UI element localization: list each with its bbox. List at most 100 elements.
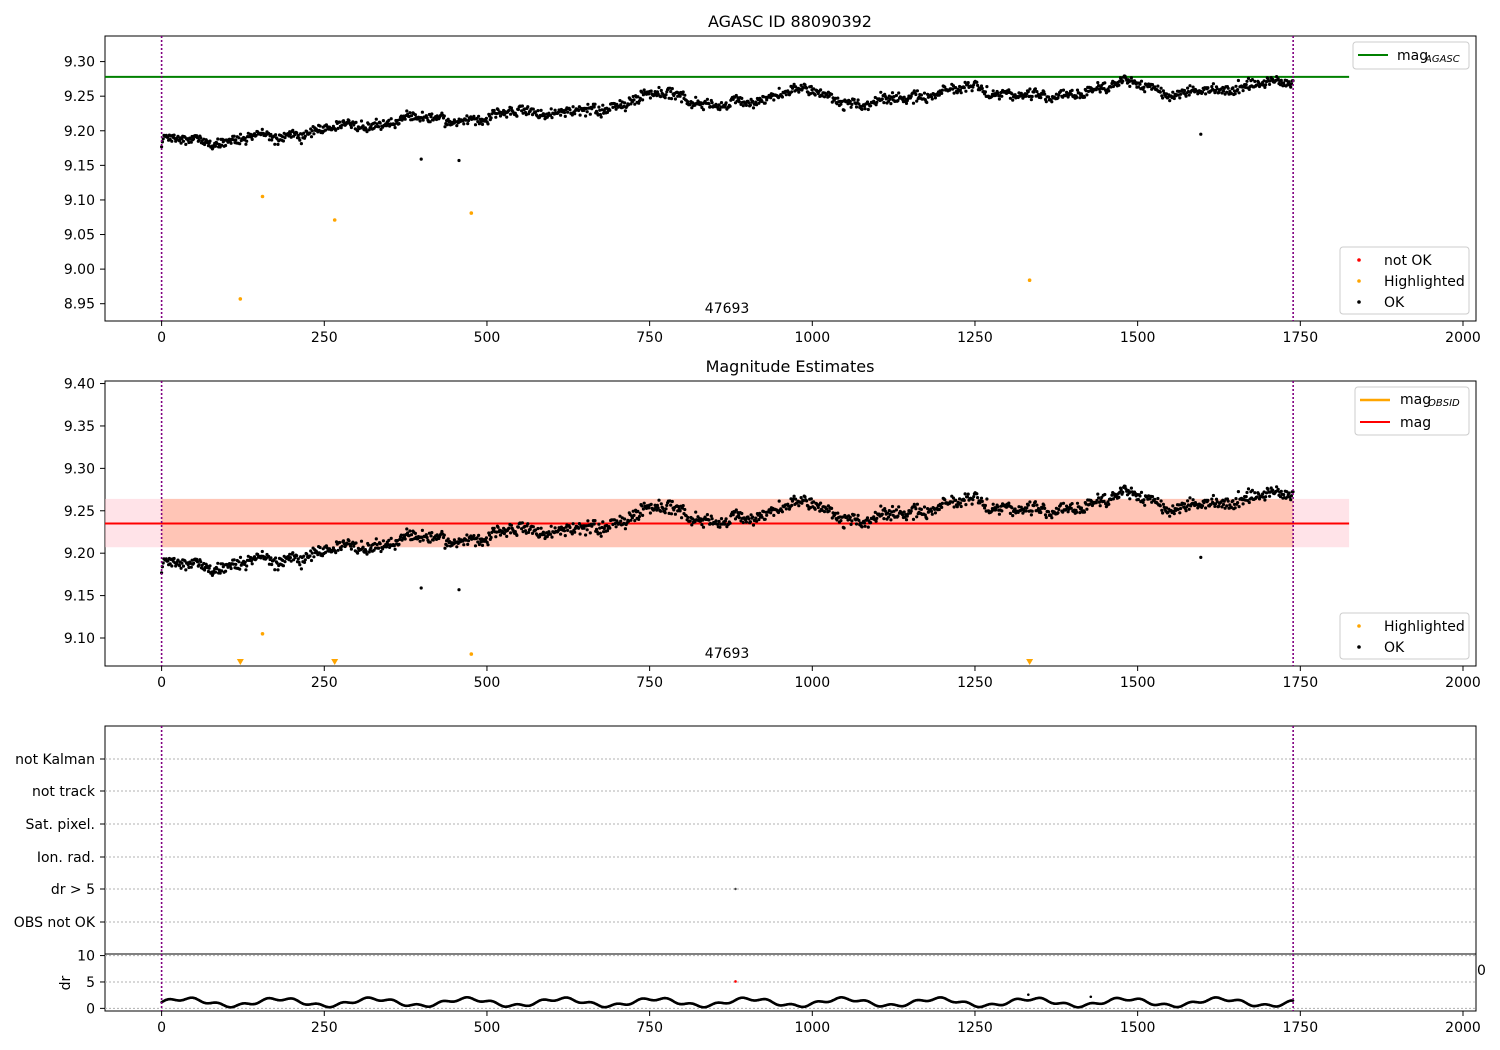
ok-point: [477, 533, 481, 538]
p2-xtick-label: 1750: [1282, 675, 1318, 691]
ok-point: [863, 524, 867, 528]
ok-point: [1159, 86, 1163, 90]
ok-point: [780, 510, 785, 514]
ok-point: [1215, 500, 1219, 504]
ok-point: [393, 547, 397, 551]
ok-point: [244, 568, 248, 572]
ok-point: [852, 513, 856, 517]
ok-point: [303, 134, 307, 138]
ok-point: [1085, 93, 1089, 97]
ok-point: [528, 527, 532, 531]
ok-point: [1121, 490, 1125, 494]
ok-point: [919, 93, 924, 97]
ok-point: [515, 533, 519, 538]
ok-point: [1264, 495, 1268, 499]
ok-point: [1103, 81, 1107, 85]
ok-point: [392, 123, 396, 127]
ok-point: [324, 128, 328, 132]
ok-point: [550, 535, 554, 539]
ok-point: [933, 96, 938, 100]
ok-point: [632, 513, 636, 518]
ok-point: [1011, 98, 1015, 102]
ok-point: [809, 84, 813, 89]
ok-point: [1223, 506, 1227, 510]
ok-point: [1007, 88, 1011, 92]
ok-point: [208, 139, 212, 143]
ok-point: [520, 521, 525, 525]
ok-point: [180, 137, 184, 141]
ok-point: [1247, 87, 1251, 91]
ok-point: [429, 534, 433, 538]
ok-point: [915, 99, 919, 103]
ok-point: [971, 498, 975, 502]
ok-point: [741, 520, 745, 525]
ok-point: [1250, 488, 1254, 492]
ok-point: [1245, 79, 1249, 83]
ok-point: [860, 107, 864, 111]
ok-point: [299, 142, 303, 146]
ok-point: [748, 520, 753, 524]
ok-point: [1150, 495, 1155, 499]
ok-point: [1097, 500, 1101, 504]
ok-point: [1153, 497, 1157, 501]
p2-xtick-label: 2000: [1445, 675, 1481, 691]
ok-point: [686, 100, 690, 104]
p1-ytick-label: 9.00: [64, 262, 95, 278]
ok-point: [570, 532, 574, 536]
ok-point: [492, 108, 496, 113]
legend-label-mag: mag: [1400, 415, 1431, 431]
ok-point: [863, 107, 867, 111]
ok-point: [405, 109, 409, 113]
ok-point: [1206, 86, 1210, 90]
ok-point: [751, 99, 755, 103]
p1-axes-frame: [104, 35, 1477, 322]
p1-xtick-label: 1500: [1120, 330, 1156, 346]
ok-point: [850, 519, 854, 523]
ok-point: [740, 511, 744, 516]
ok-point: [714, 519, 718, 523]
p4-xtick-label: 0: [157, 1020, 166, 1036]
ok-point: [1166, 510, 1170, 514]
ok-point: [840, 515, 845, 519]
ok-point: [228, 564, 232, 568]
ok-point: [1011, 514, 1015, 518]
ok-point: [762, 510, 766, 514]
ok-point: [1143, 503, 1147, 507]
ok-point: [1182, 502, 1187, 506]
ok-point: [1059, 89, 1063, 93]
ok-point: [964, 503, 968, 507]
ok-point: [902, 510, 906, 514]
ok-point: [1247, 500, 1251, 505]
ok-point: [559, 113, 563, 117]
ok-point: [636, 509, 640, 513]
ok-point: [1107, 502, 1111, 506]
ok-point: [633, 519, 637, 523]
ok-point: [1070, 502, 1074, 506]
ok-point: [409, 114, 414, 118]
ok-point: [836, 96, 840, 100]
ok-point: [655, 503, 660, 507]
ok-point: [940, 501, 945, 505]
ok-point: [336, 548, 340, 552]
ok-point: [378, 121, 382, 125]
ok-point: [954, 86, 958, 90]
ok-point: [592, 522, 596, 526]
p2-xtick-label: 1000: [794, 675, 830, 691]
ok-point: [494, 115, 498, 119]
ok-point: [1026, 90, 1030, 94]
ok-point: [886, 511, 890, 515]
ok-point: [1289, 494, 1294, 498]
ok-point: [578, 113, 582, 117]
ok-point: [1184, 509, 1188, 513]
ok-point: [614, 107, 618, 111]
ok-point: [1234, 84, 1238, 88]
ok-point: [797, 90, 801, 94]
ok-point: [288, 132, 292, 136]
ok-point: [724, 517, 728, 521]
ok-point: [754, 100, 758, 104]
ok-point: [243, 560, 247, 564]
ok-point: [601, 103, 605, 107]
ok-point: [366, 122, 371, 126]
ok-point: [683, 507, 687, 512]
clipped-highlighted-marker: [236, 659, 244, 665]
